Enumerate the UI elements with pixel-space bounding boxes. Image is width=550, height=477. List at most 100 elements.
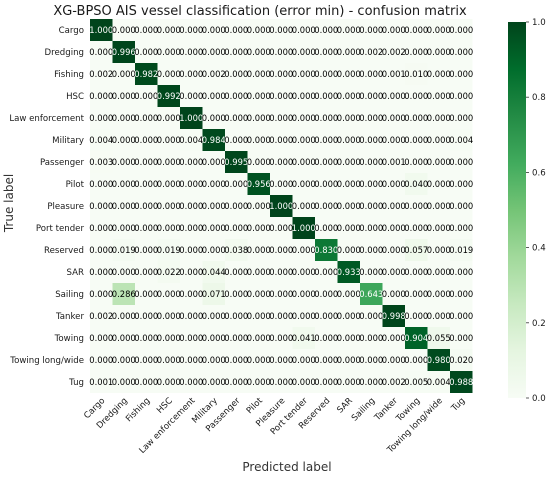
- heatmap-cell: [382, 283, 405, 305]
- heatmap-cell: [405, 239, 428, 261]
- cell-value-label: 0.000: [427, 311, 451, 321]
- heatmap-cell: [427, 283, 450, 305]
- cell-value-label: 0.000: [337, 179, 361, 189]
- heatmap-cell: [337, 327, 360, 349]
- heatmap-cell: [180, 173, 203, 195]
- cell-value-label: 0.830: [314, 245, 338, 255]
- heatmap-cell: [157, 129, 180, 151]
- heatmap-cell: [225, 19, 248, 41]
- chart-title: XG-BPSO AIS vessel classification (error…: [53, 4, 467, 19]
- heatmap-cell: [450, 371, 473, 393]
- cell-value-label: 0.000: [224, 267, 248, 277]
- cell-value-label: 0.000: [179, 267, 203, 277]
- cell-value-label: 0.000: [247, 135, 271, 145]
- cell-value-label: 0.000: [202, 311, 226, 321]
- heatmap-cell: [315, 173, 338, 195]
- cell-value-label: 0.992: [157, 91, 181, 101]
- cell-value-label: 0.000: [134, 333, 158, 343]
- cell-value-label: 0.000: [292, 69, 316, 79]
- cell-value-label: 0.000: [89, 47, 113, 57]
- y-tick-label: Law enforcement: [9, 114, 84, 124]
- heatmap-cell: [270, 85, 293, 107]
- heatmap-cells: 1.000 0.000 0.000 0.000 0.000 0.000 0.000 0.000…: [89, 19, 473, 393]
- heatmap-cell: [360, 305, 383, 327]
- heatmap-cell: [405, 129, 428, 151]
- heatmap-cell: [202, 173, 225, 195]
- heatmap-cell: [405, 371, 428, 393]
- colorbar-tick-label: 0.0: [532, 394, 546, 404]
- colorbar-tick-label: 0.4: [532, 244, 546, 254]
- heatmap-cell: [180, 239, 203, 261]
- cell-value-label: 0.000: [247, 355, 271, 365]
- cell-value-label: 0.000: [382, 355, 406, 365]
- heatmap-cell: [315, 239, 338, 261]
- heatmap-cell: [247, 19, 270, 41]
- heatmap-cell: [247, 327, 270, 349]
- cell-value-label: 0.000: [202, 377, 226, 387]
- cell-value-label: 0.000: [449, 157, 473, 167]
- heatmap-cell: [202, 239, 225, 261]
- heatmap-cell: [405, 85, 428, 107]
- cell-value-label: 0.000: [314, 135, 338, 145]
- heatmap-cell: [337, 261, 360, 283]
- heatmap-cell: [202, 261, 225, 283]
- cell-value-label: 0.000: [292, 157, 316, 167]
- heatmap-cell: [270, 371, 293, 393]
- heatmap-cell: [427, 217, 450, 239]
- cell-value-label: 0.000: [382, 289, 406, 299]
- cell-value-label: 0.000: [292, 289, 316, 299]
- cell-value-label: 0.000: [314, 267, 338, 277]
- cell-value-label: 0.000: [292, 113, 316, 123]
- heatmap-cell: [450, 63, 473, 85]
- cell-value-label: 0.004: [427, 377, 451, 387]
- heatmap-cell: [315, 349, 338, 371]
- heatmap-cell: [382, 239, 405, 261]
- cell-value-label: 0.000: [359, 311, 383, 321]
- heatmap-cell: [180, 41, 203, 63]
- cell-value-label: 0.000: [314, 69, 338, 79]
- heatmap-cell: [157, 349, 180, 371]
- heatmap-cell: [180, 283, 203, 305]
- heatmap-cell: [270, 151, 293, 173]
- cell-value-label: 0.000: [89, 267, 113, 277]
- heatmap-cell: [180, 327, 203, 349]
- cell-value-label: 0.995: [224, 157, 248, 167]
- heatmap-cell: [247, 371, 270, 393]
- colorbar-tick-label: 0.2: [532, 319, 546, 329]
- cell-value-label: 0.002: [89, 69, 113, 79]
- cell-value-label: 0.000: [134, 289, 158, 299]
- heatmap-cell: [157, 151, 180, 173]
- heatmap-cell: [292, 239, 315, 261]
- heatmap-cell: [202, 349, 225, 371]
- cell-value-label: 0.000: [382, 223, 406, 233]
- heatmap-cell: [360, 283, 383, 305]
- cell-value-label: 0.000: [404, 289, 428, 299]
- cell-value-label: 0.000: [337, 47, 361, 57]
- heatmap-cell: [270, 239, 293, 261]
- heatmap-cell: [315, 305, 338, 327]
- cell-value-label: 0.000: [89, 245, 113, 255]
- heatmap-cell: [427, 19, 450, 41]
- cell-value-label: 0.000: [202, 355, 226, 365]
- cell-value-label: 0.000: [314, 289, 338, 299]
- cell-value-label: 0.000: [404, 91, 428, 101]
- cell-value-label: 0.000: [382, 25, 406, 35]
- heatmap-cell: [135, 129, 158, 151]
- cell-value-label: 0.000: [89, 333, 113, 343]
- y-tick-label: SAR: [67, 268, 84, 278]
- cell-value-label: 1.000: [292, 223, 316, 233]
- cell-value-label: 0.000: [359, 267, 383, 277]
- heatmap-cell: [225, 305, 248, 327]
- cell-value-label: 0.000: [157, 201, 181, 211]
- cell-value-label: 0.000: [89, 179, 113, 189]
- cell-value-label: 0.000: [269, 333, 293, 343]
- heatmap-cell: [112, 19, 135, 41]
- heatmap-cell: [450, 327, 473, 349]
- cell-value-label: 0.000: [269, 179, 293, 189]
- cell-value-label: 0.000: [449, 311, 473, 321]
- cell-value-label: 0.000: [202, 179, 226, 189]
- heatmap-cell: [180, 371, 203, 393]
- cell-value-label: 0.000: [247, 47, 271, 57]
- cell-value-label: 0.000: [134, 91, 158, 101]
- heatmap-cell: [405, 327, 428, 349]
